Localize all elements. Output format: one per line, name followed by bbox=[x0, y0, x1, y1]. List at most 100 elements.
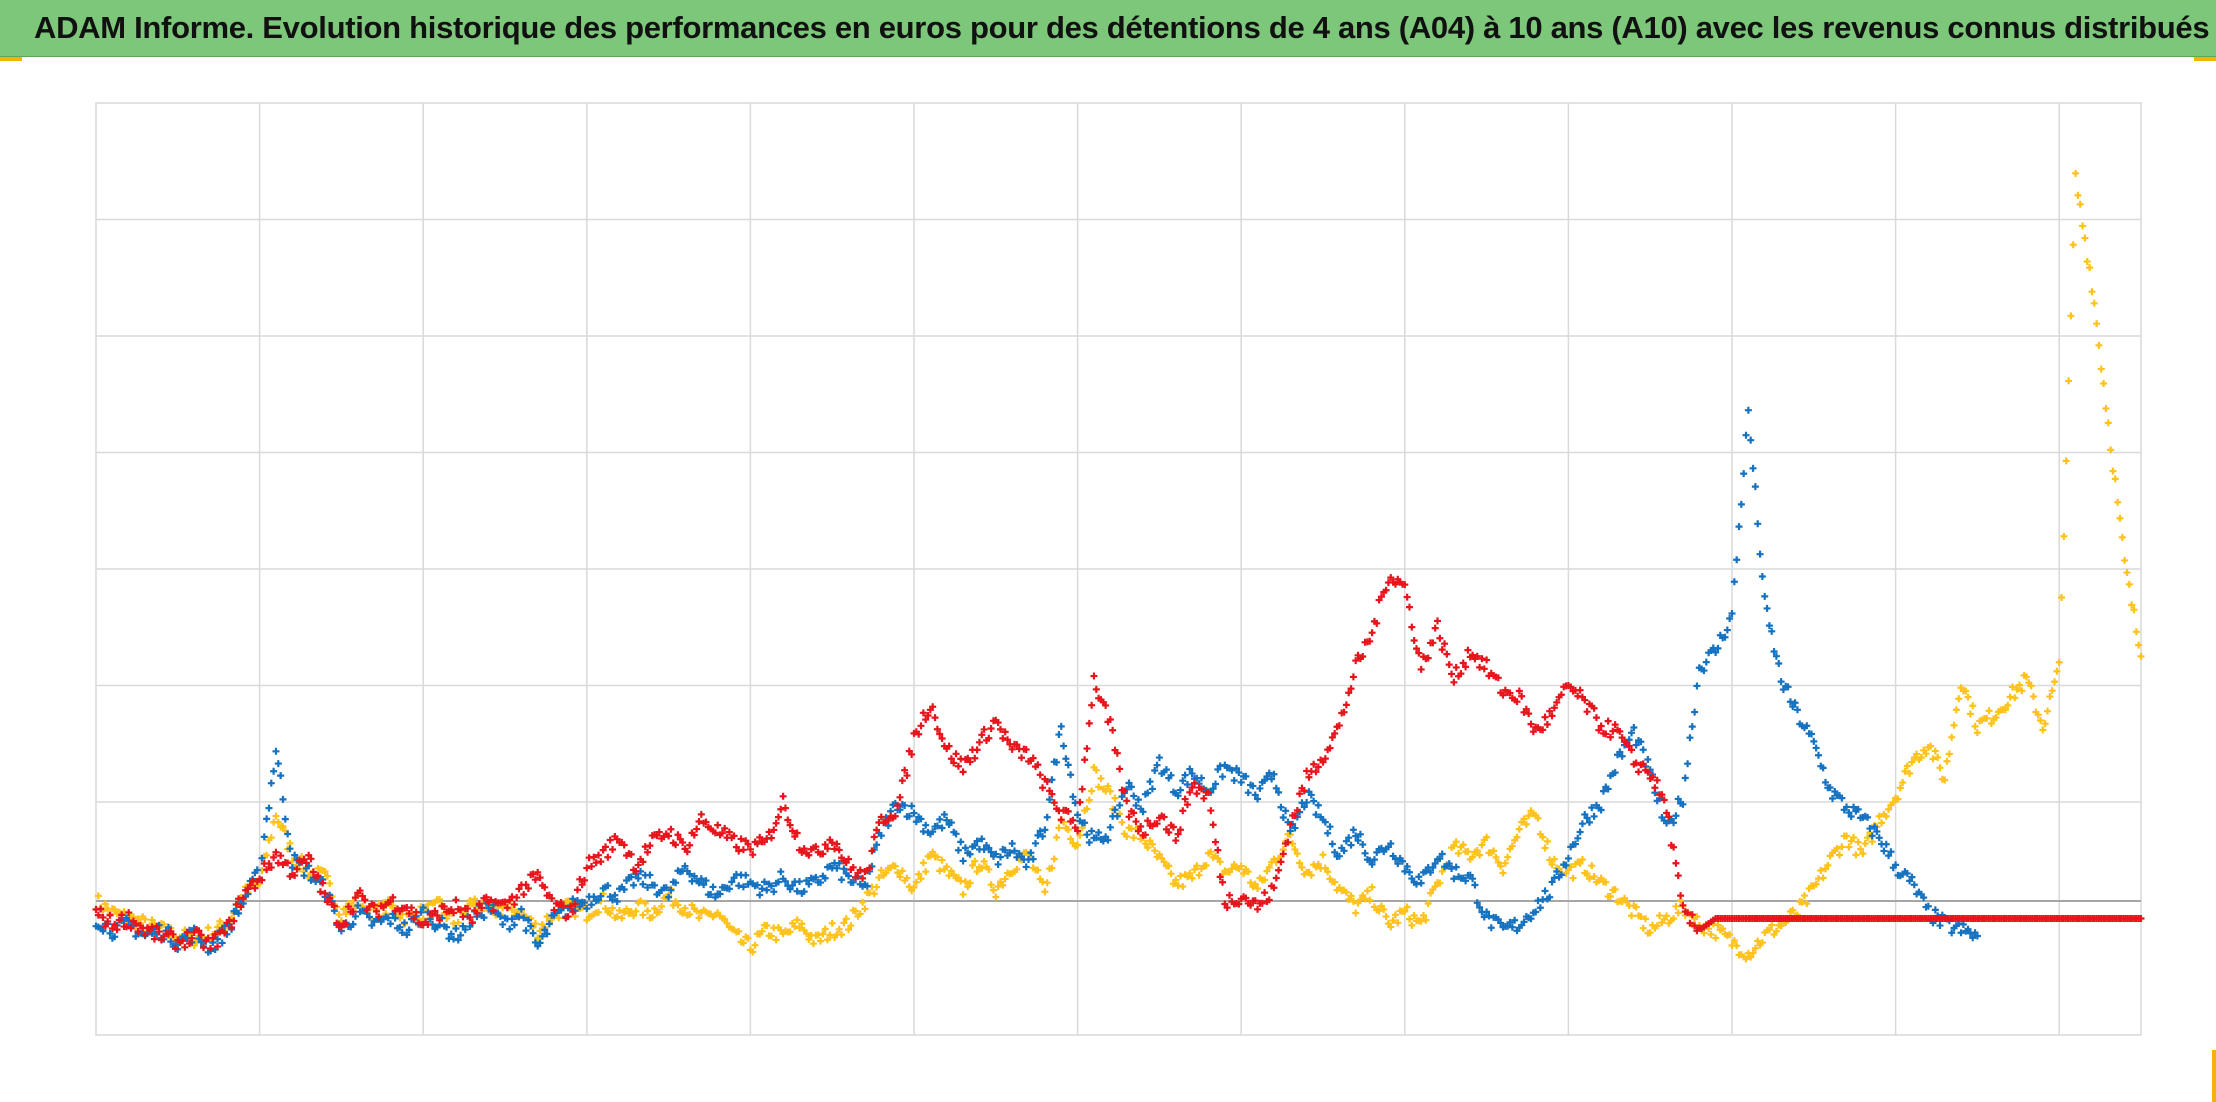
series-3-point-792 bbox=[1943, 757, 1951, 765]
series-2-point-782 bbox=[1920, 894, 1928, 902]
series-1-point-4 bbox=[101, 922, 109, 930]
series-2-point-366 bbox=[947, 819, 955, 827]
series-2-point-61 bbox=[235, 909, 243, 917]
series-1-point-213 bbox=[590, 853, 598, 861]
series-3-point-838 bbox=[2051, 678, 2059, 686]
series-1-point-646 bbox=[1602, 730, 1610, 738]
series-3-point-347 bbox=[903, 874, 911, 882]
series-1-point-548 bbox=[1373, 619, 1381, 627]
series-1-point-592 bbox=[1476, 663, 1484, 671]
series-2-point-744 bbox=[1831, 788, 1839, 796]
series-2-point-212 bbox=[587, 901, 595, 909]
series-3-point-751 bbox=[1847, 837, 1855, 845]
series-2-point-677 bbox=[1674, 795, 1682, 803]
series-3-point-811 bbox=[1987, 719, 1995, 727]
series-1-point-15 bbox=[127, 924, 135, 932]
series-1-point-432 bbox=[1102, 701, 1110, 709]
series-3-point-48 bbox=[204, 924, 212, 932]
series-1-point-464 bbox=[1176, 826, 1184, 834]
series-2-point-497 bbox=[1254, 795, 1262, 803]
series-2-point-404 bbox=[1036, 827, 1044, 835]
series-2-point-248 bbox=[672, 879, 680, 887]
series-1-point-25 bbox=[150, 935, 158, 943]
series-1-point-396 bbox=[1018, 754, 1026, 762]
series-3-point-384 bbox=[989, 886, 997, 894]
series-1-point-163 bbox=[473, 909, 481, 917]
series-2-point-717 bbox=[1768, 627, 1776, 635]
series-1-point-279 bbox=[744, 840, 752, 848]
series-3-point-327 bbox=[856, 910, 864, 918]
series-3-point-334 bbox=[873, 883, 881, 891]
series-1-point-450 bbox=[1144, 817, 1152, 825]
series-3-point-750 bbox=[1845, 843, 1853, 851]
series-2-point-641 bbox=[1590, 812, 1598, 820]
series-2-point-187 bbox=[529, 929, 537, 937]
series-2-point-579 bbox=[1445, 860, 1453, 868]
series-2-point-6 bbox=[106, 929, 114, 937]
series-2-point-596 bbox=[1485, 912, 1493, 920]
series-1-point-165 bbox=[478, 904, 486, 912]
series-2-point-110 bbox=[349, 920, 357, 928]
series-3-point-380 bbox=[980, 857, 988, 865]
series-2-point-446 bbox=[1134, 796, 1142, 804]
series-1-point-28 bbox=[157, 936, 165, 944]
series-1-point-529 bbox=[1328, 733, 1336, 741]
series-2-point-370 bbox=[957, 838, 965, 846]
series-3-point-639 bbox=[1585, 875, 1593, 883]
series-3-point-281 bbox=[749, 948, 757, 956]
series-2-point-586 bbox=[1462, 877, 1470, 885]
series-2-point-517 bbox=[1300, 803, 1308, 811]
series-3-point-320 bbox=[840, 919, 848, 927]
series-3-point-311 bbox=[819, 930, 827, 938]
series-2-point-487 bbox=[1230, 777, 1238, 785]
series-1-point-497 bbox=[1254, 905, 1262, 913]
series-3-point-106 bbox=[340, 905, 348, 913]
series-3-point-497 bbox=[1254, 885, 1262, 893]
series-3-point-796 bbox=[1952, 706, 1960, 714]
series-2-point-284 bbox=[756, 891, 764, 899]
series-2-point-155 bbox=[454, 936, 462, 944]
series-2-point-758 bbox=[1864, 813, 1872, 821]
series-2-point-506 bbox=[1275, 788, 1283, 796]
series-2-point-576 bbox=[1438, 850, 1446, 858]
series-2-point-223 bbox=[613, 898, 621, 906]
series-3-point-850 bbox=[2079, 222, 2087, 230]
series-3-point-710 bbox=[1751, 944, 1759, 952]
series-3-point-409 bbox=[1048, 864, 1056, 872]
series-3-point-661 bbox=[1637, 913, 1645, 921]
series-1-point-52 bbox=[214, 943, 222, 951]
series-1-point-386 bbox=[994, 719, 1002, 727]
series-3-point-444 bbox=[1130, 834, 1138, 842]
series-2-point-638 bbox=[1583, 814, 1591, 822]
series-3-point-570 bbox=[1424, 899, 1432, 907]
series-3-point-638 bbox=[1583, 870, 1591, 878]
series-1-point-467 bbox=[1183, 801, 1191, 809]
series-3-point-706 bbox=[1742, 955, 1750, 963]
series-2-point-572 bbox=[1429, 863, 1437, 871]
series-2-point-453 bbox=[1151, 766, 1159, 774]
series-1-point-621 bbox=[1543, 720, 1551, 728]
series-3-point-795 bbox=[1950, 721, 1958, 729]
series-2-point-256 bbox=[690, 872, 698, 880]
series-2-point-526 bbox=[1321, 818, 1329, 826]
series-2-point-681 bbox=[1684, 760, 1692, 768]
series-1-point-321 bbox=[842, 859, 850, 867]
series-1-point-525 bbox=[1319, 758, 1327, 766]
series-2-point-239 bbox=[651, 881, 659, 889]
series-2-point-625 bbox=[1553, 868, 1561, 876]
series-2-point-503 bbox=[1268, 775, 1276, 783]
series-1-point-251 bbox=[679, 839, 687, 847]
series-3-point-424 bbox=[1083, 805, 1091, 813]
series-3-point-793 bbox=[1945, 750, 1953, 758]
series-1-point-379 bbox=[978, 731, 986, 739]
series-3-point-80 bbox=[279, 822, 287, 830]
series-2-point-751 bbox=[1847, 812, 1855, 820]
series-2-point-647 bbox=[1604, 785, 1612, 793]
series-1-point-347 bbox=[903, 772, 911, 780]
series-3-point-777 bbox=[1908, 758, 1916, 766]
series-1-point-566 bbox=[1415, 649, 1423, 657]
series-2-point-125 bbox=[384, 914, 392, 922]
series-1-point-535 bbox=[1342, 701, 1350, 709]
series-3-point-708 bbox=[1747, 953, 1755, 961]
series-2-point-575 bbox=[1436, 855, 1444, 863]
